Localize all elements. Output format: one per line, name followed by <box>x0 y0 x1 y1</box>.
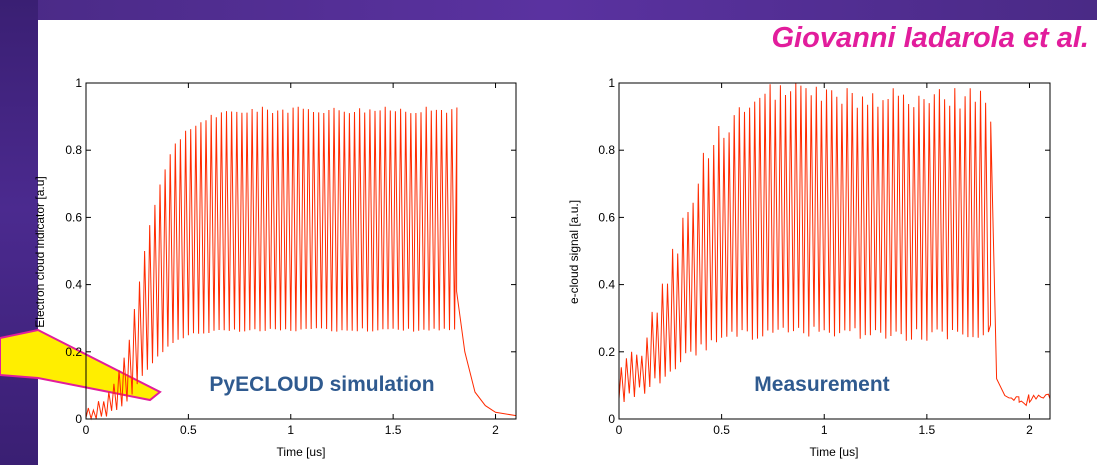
top-decor-bar <box>0 0 1097 20</box>
chart-measurement-frame <box>618 82 1051 420</box>
chart-measurement-trace-layer <box>618 82 1051 407</box>
x-tick-label: 1.5 <box>385 423 402 437</box>
chart-simulation: 0 0.5 1 1.5 2 0 0.2 0.4 0.6 0.8 1 Time [us] Electr… <box>33 76 517 459</box>
chart-simulation-frame <box>85 82 517 420</box>
chart-simulation-ylabel: Electron cloud indicator [a.u] <box>33 176 47 327</box>
chart-measurement: 0 0.5 1 1.5 2 0 0.2 0.4 0.6 0.8 1 Time [us] e-clou… <box>567 76 1051 459</box>
y-tick-label: 0.8 <box>65 143 82 157</box>
x-tick-label: 1 <box>287 423 294 437</box>
simulation-trace <box>85 106 517 421</box>
y-tick-label: 0.8 <box>598 143 615 157</box>
x-tick-label: 2 <box>1026 423 1033 437</box>
measurement-trace <box>618 82 1051 407</box>
left-decor-bar <box>0 0 38 465</box>
x-tick-label: 1.5 <box>919 423 936 437</box>
chart-simulation-xlabel: Time [us] <box>277 445 326 459</box>
author-credit: Giovanni Iadarola et al. <box>771 22 1090 54</box>
x-tick-label: 1 <box>821 423 828 437</box>
x-tick-label: 0 <box>616 423 623 437</box>
y-tick-label: 1 <box>75 76 82 90</box>
y-tick-label: 0.2 <box>598 345 615 359</box>
x-tick-label: 0.5 <box>180 423 197 437</box>
y-tick-label: 0 <box>608 412 615 426</box>
chart-measurement-annotation: Measurement <box>754 373 889 396</box>
y-tick-label: 1 <box>608 76 615 90</box>
x-tick-label: 2 <box>492 423 499 437</box>
y-tick-label: 0.2 <box>65 345 82 359</box>
y-tick-label: 0.4 <box>65 278 82 292</box>
x-tick-label: 0 <box>83 423 90 437</box>
chart-simulation-trace-layer <box>85 106 517 421</box>
chart-measurement-xlabel: Time [us] <box>810 445 859 459</box>
y-tick-label: 0.6 <box>598 210 615 224</box>
chart-simulation-annotation: PyECLOUD simulation <box>209 373 434 396</box>
y-tick-label: 0.6 <box>65 210 82 224</box>
x-tick-label: 0.5 <box>713 423 730 437</box>
y-tick-label: 0 <box>75 412 82 426</box>
y-tick-label: 0.4 <box>598 278 615 292</box>
chart-measurement-ylabel: e-cloud signal [a.u.] <box>567 200 581 304</box>
